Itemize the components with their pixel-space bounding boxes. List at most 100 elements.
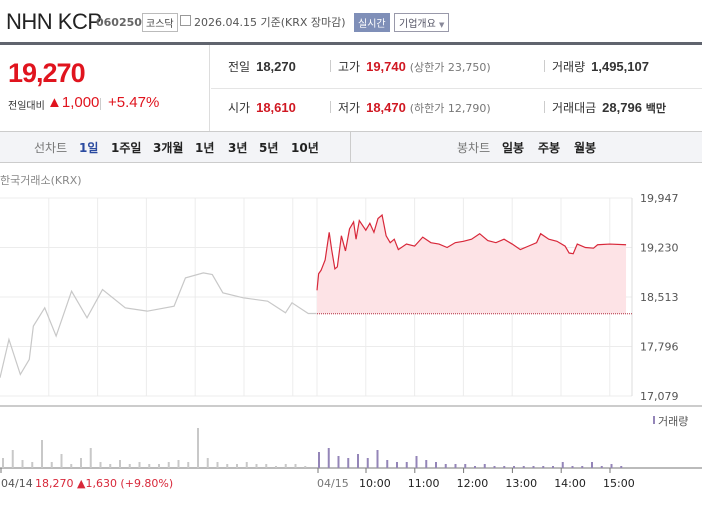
volume-bar — [532, 466, 535, 468]
tab-weekly[interactable]: 주봉 — [538, 141, 561, 155]
prev-close-label: 18,270 ▲1,630 (+9.80%) — [35, 477, 173, 490]
volume-bar — [337, 456, 340, 468]
volume-bar — [109, 464, 112, 468]
x-tick-label: 13:00 — [505, 477, 537, 490]
volume-bar — [503, 466, 506, 468]
volume-bar — [148, 464, 151, 468]
volume-bar — [158, 464, 160, 468]
volume-bar — [255, 464, 258, 468]
volume-bar — [99, 462, 102, 468]
tab-1d[interactable]: 1일 — [79, 141, 99, 155]
volume-bar — [366, 458, 369, 468]
volume-bar — [31, 462, 34, 468]
volume-bar — [167, 462, 170, 468]
volume-bar — [245, 462, 248, 468]
volume-bar — [513, 466, 515, 468]
tab-monthly[interactable]: 월봉 — [574, 141, 597, 155]
volume-bar — [561, 462, 564, 468]
volume-bar — [347, 458, 350, 468]
volume-bar — [304, 466, 307, 468]
volume-bar — [357, 454, 359, 468]
volume-bar — [60, 454, 63, 468]
volume: 거래량 1,495,107 — [552, 59, 649, 74]
volume-bar — [620, 466, 623, 468]
volume-bar — [89, 448, 92, 468]
volume-bar — [415, 456, 418, 468]
volume-legend-icon — [653, 416, 655, 424]
chart-source: 한국거래소(KRX) — [0, 174, 82, 187]
realtime-button[interactable]: 실시간 — [354, 13, 390, 32]
volume-bar — [610, 464, 613, 468]
volume-bar — [128, 464, 131, 468]
volume-bar — [376, 450, 379, 468]
date-basis: 2026.04.15 기준(KRX 장마감) — [194, 16, 346, 29]
tab-1y[interactable]: 1년 — [195, 141, 215, 155]
volume-bar — [138, 462, 141, 468]
volume-bar — [396, 462, 398, 468]
volume-bar — [177, 460, 180, 468]
volume-bar — [187, 462, 190, 468]
market-badge: 코스닥 — [142, 13, 178, 32]
change-percent: +5.47% — [108, 94, 160, 111]
y-tick-label: 17,796 — [640, 341, 679, 354]
line-chart-label: 선차트 — [34, 141, 68, 155]
x-tick-label: 12:00 — [457, 477, 489, 490]
x-tick-label: 10:00 — [359, 477, 391, 490]
volume-bar — [571, 466, 574, 468]
volume-bar — [522, 466, 525, 468]
tab-3y[interactable]: 3년 — [228, 141, 248, 155]
prev-close: 전일 18,270 — [228, 59, 296, 74]
volume-bar — [11, 450, 14, 468]
volume-bar — [265, 464, 268, 468]
volume-bar — [70, 464, 73, 468]
tab-5y[interactable]: 5년 — [259, 141, 279, 155]
volume-bar — [206, 458, 209, 468]
volume-bar — [41, 440, 43, 468]
company-overview-label: 기업개요 — [399, 19, 436, 30]
volume-bar — [435, 462, 437, 468]
volume-bar — [444, 464, 447, 468]
y-tick-label: 19,947 — [640, 192, 679, 205]
volume-bar — [386, 460, 389, 468]
volume-bar — [600, 466, 603, 468]
y-tick-label: 17,079 — [640, 390, 679, 403]
x-tick-label: 15:00 — [603, 477, 635, 490]
volume-bar — [80, 458, 82, 468]
volume-bar — [552, 466, 554, 468]
tab-1w[interactable]: 1주일 — [111, 141, 142, 155]
volume-bar — [318, 452, 320, 468]
change-amount: 1,000 — [61, 94, 100, 111]
volume-bar — [591, 462, 593, 468]
y-tick-label: 18,513 — [640, 291, 679, 304]
prev-day-line — [0, 272, 317, 378]
current-price: 19,270 — [8, 58, 86, 88]
volume-bar — [216, 462, 219, 468]
company-overview-dropdown[interactable]: 기업개요 ▼ — [394, 13, 450, 32]
volume-bar — [197, 428, 199, 468]
y-tick-label: 19,230 — [640, 242, 679, 255]
stock-code: 060250 — [96, 16, 142, 29]
volume-bar — [405, 462, 408, 468]
chevron-down-icon: ▼ — [439, 21, 445, 29]
open-price: 시가 18,610 — [228, 100, 296, 115]
tab-10y[interactable]: 10년 — [291, 141, 319, 155]
volume-bar — [425, 460, 428, 468]
tab-daily[interactable]: 일봉 — [502, 141, 525, 155]
today-area — [317, 215, 627, 314]
volume-bar — [2, 458, 4, 468]
change-label: 전일대비 — [8, 101, 45, 112]
x-tick-label: 11:00 — [408, 477, 440, 490]
price-box — [0, 45, 210, 131]
today-date-label: 04/15 — [317, 477, 349, 490]
volume-bar — [483, 464, 486, 468]
calendar-icon — [180, 15, 191, 26]
volume-bar — [236, 464, 238, 468]
tab-3m[interactable]: 3개월 — [153, 141, 184, 155]
volume-bar — [327, 448, 330, 468]
volume-bar — [464, 464, 467, 468]
volume-bar — [581, 466, 584, 468]
volume-bar — [119, 460, 121, 468]
prev-date-label: 04/14 — [1, 477, 33, 490]
volume-bar — [542, 466, 545, 468]
